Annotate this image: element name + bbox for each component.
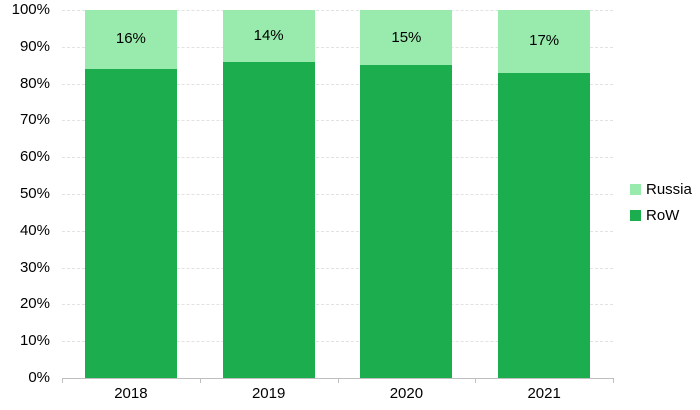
y-axis-tick-label: 50% xyxy=(19,185,50,202)
y-axis-tick-label: 30% xyxy=(19,258,50,276)
gridline-20% xyxy=(62,304,613,306)
legend-swatch-row-icon xyxy=(630,209,641,221)
y-axis-tick-label: 20% xyxy=(19,295,50,313)
bar-2021-russia-segment xyxy=(498,10,591,73)
data-label-2020: 15% xyxy=(391,28,422,46)
x-axis-label-2019: 2019 xyxy=(251,385,286,402)
x-axis-tick xyxy=(475,378,477,383)
bar-2018-row-segment xyxy=(84,68,177,378)
gridline-50% xyxy=(62,194,613,195)
y-axis-tick-label: 10% xyxy=(19,332,50,350)
legend-label-russia: Russia xyxy=(646,180,692,198)
x-axis-label-2018: 2018 xyxy=(114,385,148,402)
data-label-2019: 14% xyxy=(253,26,284,44)
x-axis-tick xyxy=(613,378,614,383)
bar-2018-russia-segment xyxy=(84,10,177,69)
bar-2021-row-segment xyxy=(498,72,591,378)
y-axis-tick-label: 40% xyxy=(19,221,50,239)
x-axis-label-2020: 2020 xyxy=(389,385,424,402)
x-axis-tick xyxy=(337,378,339,383)
y-axis-tick-label: 90% xyxy=(19,37,50,55)
bar-2019-row-segment xyxy=(222,61,315,378)
x-axis-tick xyxy=(199,378,201,383)
x-axis-label-2021: 2021 xyxy=(527,385,561,402)
gridline-100% xyxy=(62,10,613,11)
legend-item-russia: Russia xyxy=(630,180,692,198)
data-label-2018: 16% xyxy=(115,30,146,48)
y-axis-tick-label: 100% xyxy=(11,1,50,18)
legend: Russia RoW xyxy=(630,180,692,232)
legend-item-row: RoW xyxy=(630,206,692,224)
gridline-70% xyxy=(62,120,613,122)
legend-label-row: RoW xyxy=(646,206,680,224)
gridline-40% xyxy=(62,230,613,232)
gridline-10% xyxy=(62,341,613,343)
y-axis-tick-label: 70% xyxy=(19,111,50,129)
y-axis-tick-label: 0% xyxy=(28,369,50,386)
gridline-60% xyxy=(62,157,613,159)
x-axis-tick xyxy=(62,378,63,383)
legend-swatch-russia-icon xyxy=(630,183,641,195)
gridline-90% xyxy=(62,46,613,48)
bar-2020-row-segment xyxy=(360,65,453,378)
y-axis-tick-label: 60% xyxy=(19,148,50,166)
bar-2020-russia-segment xyxy=(360,10,453,66)
data-label-2021: 17% xyxy=(529,32,560,50)
bar-2019-russia-segment xyxy=(222,10,315,62)
gridline-30% xyxy=(62,267,613,269)
y-axis-tick-label: 80% xyxy=(19,74,50,92)
gridline-80% xyxy=(62,83,613,85)
